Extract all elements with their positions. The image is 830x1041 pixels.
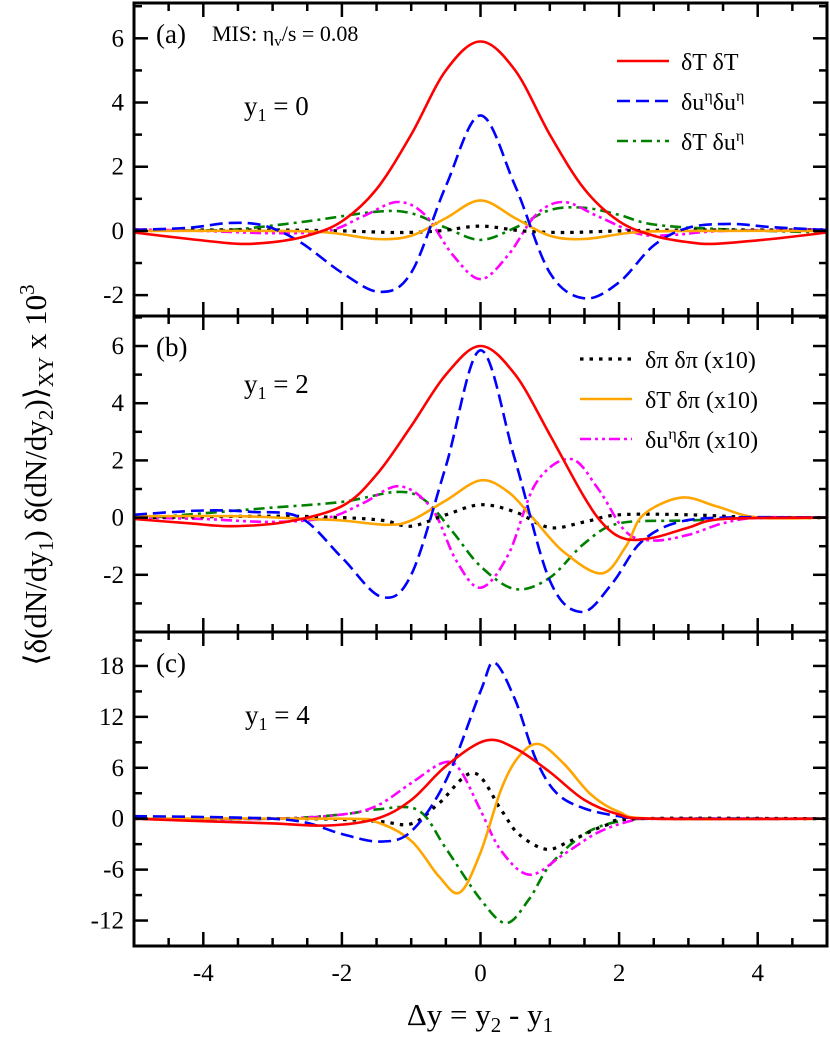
y-tick-label: -12 — [91, 908, 124, 935]
legend-label-dudu: δuηδuη — [681, 88, 744, 116]
series-line-dTdT — [134, 738, 827, 827]
text-segment: δT δu — [681, 130, 736, 156]
text-segment: δT δT — [681, 50, 739, 76]
y-tick-label: 6 — [112, 755, 125, 782]
y-tick-label: 0 — [112, 806, 125, 833]
text-segment: δπ (x10) — [677, 428, 758, 454]
series-line-dudu — [134, 349, 827, 614]
panel-b: -2 0 2 4 6 (b) y1 = 2 δπ δπ (x10) δT δπ (x10) δuη… — [103, 314, 829, 634]
x-tick-label: 2 — [613, 960, 626, 987]
text-segment: = 0 — [267, 91, 309, 121]
text-segment: δu — [645, 428, 668, 454]
plot-area — [134, 661, 827, 925]
x-axis-label: Δy = y2 - y1 — [407, 997, 553, 1037]
plot-area — [134, 344, 827, 614]
series-line-dTdu — [134, 205, 827, 242]
text-segment: = 4 — [268, 700, 311, 730]
series-line-dpidpi — [134, 503, 827, 530]
text-segment: 3 — [15, 284, 39, 295]
text-segment: x 10 — [18, 295, 53, 357]
y-tick-label: -2 — [103, 282, 124, 309]
text-segment: ⟨δ(dN/dy — [18, 551, 53, 666]
series-line-dTdT — [134, 344, 827, 542]
y-tick-label: 4 — [112, 390, 125, 417]
y-tick-label: 18 — [99, 653, 124, 680]
y-tick-label: 2 — [112, 154, 125, 181]
rapidity-condition: y1 = 0 — [244, 91, 309, 125]
text-segment: 1 — [259, 714, 268, 734]
text-segment: Δy = y — [407, 997, 491, 1032]
panel-tag: (b) — [156, 332, 187, 362]
legend-label-dTdpi: δT δπ (x10) — [645, 388, 758, 414]
x-tick-label: -4 — [193, 960, 214, 987]
text-segment: η — [668, 426, 676, 443]
text-segment: δπ δπ (x10) — [645, 348, 756, 374]
text-segment: y — [244, 369, 258, 399]
y-tick-label: 0 — [112, 218, 125, 245]
text-segment: δT δπ (x10) — [645, 388, 758, 414]
legend-label-dTdu: δT δuη — [681, 128, 744, 156]
legend-label-dpidpi: δπ δπ (x10) — [645, 348, 756, 374]
y-tick-label: -2 — [103, 562, 124, 589]
series-line-dTdT — [134, 40, 827, 246]
series-line-dudpi — [134, 457, 827, 589]
text-segment: MIS: η — [212, 21, 274, 46]
text-segment: 1 — [258, 105, 267, 125]
text-segment: δu — [713, 90, 736, 116]
text-segment: - y — [501, 997, 543, 1032]
panel-tag: (a) — [156, 19, 186, 49]
text-segment: = 2 — [267, 369, 309, 399]
text-segment: η — [704, 88, 712, 105]
panel-tag: (c) — [156, 648, 186, 678]
text-segment: y — [245, 700, 259, 730]
series-line-dTdu — [134, 490, 827, 591]
y-tick-label: 0 — [112, 505, 125, 532]
rapidity-condition: y1 = 2 — [244, 369, 309, 403]
text-segment: /s = 0.08 — [282, 21, 359, 46]
y-tick-label: 2 — [112, 447, 125, 474]
text-segment: ) δ(dN/dy — [18, 420, 53, 541]
rapidity-condition: y1 = 4 — [245, 700, 310, 734]
y-tick-label: 6 — [112, 25, 125, 52]
series-line-dudpi — [134, 200, 827, 281]
text-segment: y — [244, 91, 258, 121]
text-segment: XY — [34, 357, 58, 387]
x-tick-label: -2 — [331, 960, 352, 987]
text-segment: 1 — [543, 1013, 554, 1037]
text-segment: η — [736, 88, 744, 105]
legend-label-dudpi: δuηδπ (x10) — [645, 426, 758, 454]
text-segment: )⟩ — [18, 387, 53, 409]
text-segment: 2 — [491, 1013, 502, 1037]
text-segment: η — [736, 128, 744, 145]
legend-label-dTdT: δT δT — [681, 50, 739, 76]
panel-c: -12 -6 0 6 12 18 (c) y1 = 4 -4 -2 0 2 4 — [91, 630, 829, 987]
x-tick-label: 4 — [751, 960, 764, 987]
series-line-dTdpi — [134, 478, 827, 575]
series-line-dudu — [134, 661, 827, 843]
plot-area — [134, 40, 827, 300]
x-tick-label: 0 — [474, 960, 487, 987]
text-segment: δu — [681, 90, 704, 116]
y-axis-label: ⟨δ(dN/dy1) δ(dN/dy2)⟩XY x 103 — [15, 284, 57, 665]
y-tick-label: 12 — [99, 704, 124, 731]
series-line-dudu — [134, 114, 827, 300]
y-tick-label: 6 — [112, 333, 125, 360]
y-tick-label: 4 — [112, 90, 125, 117]
viscosity-annotation: MIS: ηv/s = 0.08 — [212, 21, 358, 50]
text-segment: 1 — [34, 541, 58, 552]
series-line-dTdu — [134, 805, 827, 925]
text-segment: v — [274, 34, 282, 50]
text-segment: 2 — [34, 410, 58, 421]
series-line-dpidpi — [134, 771, 827, 852]
text-segment: 1 — [258, 383, 267, 403]
y-tick-label: -6 — [103, 857, 124, 884]
